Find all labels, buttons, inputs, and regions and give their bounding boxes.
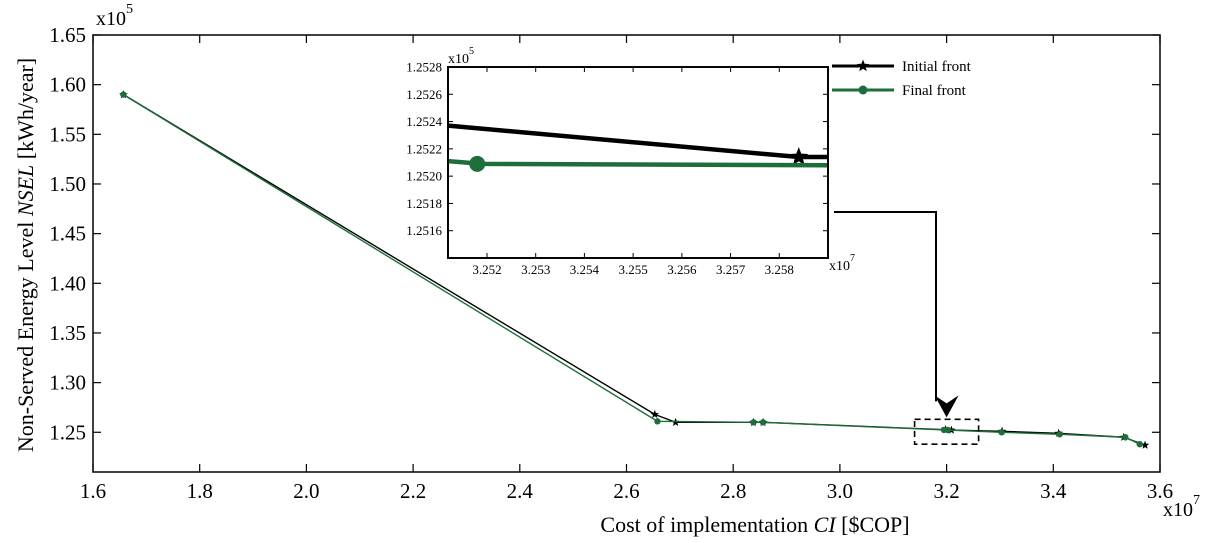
final-front-point <box>654 418 661 425</box>
inset-y-multiplier-exp: 5 <box>469 46 474 57</box>
y-multiplier: x105 <box>96 2 133 30</box>
inset-y-tick-label: 1.2526 <box>406 87 442 102</box>
x-tick-label: 2.2 <box>400 479 426 503</box>
initial-front-point <box>650 409 660 419</box>
x-tick-label: 3.2 <box>933 479 959 503</box>
inset-y-multiplier-base: x10 <box>448 52 469 67</box>
inset-final-point <box>469 155 486 172</box>
inset-x-tick-label: 3.258 <box>765 262 794 277</box>
x-multiplier-base: x10 <box>1163 499 1193 521</box>
y-tick-label: 1.45 <box>49 222 86 246</box>
inset-y-tick-label: 1.2516 <box>406 223 442 238</box>
x-tick-label: 3.4 <box>1040 479 1067 503</box>
inset-series <box>448 123 828 172</box>
x-tick-label: 1.6 <box>80 479 106 503</box>
x-axis-label-unit: [$COP] <box>836 512 910 537</box>
inset-y-tick-label: 1.2528 <box>406 60 442 75</box>
x-tick-label: 2.4 <box>507 479 534 503</box>
y-tick-label: 1.30 <box>49 371 86 395</box>
y-multiplier-exp: 5 <box>126 2 133 17</box>
x-axis-label-text: Cost of implementation <box>600 512 813 537</box>
x-multiplier: x107 <box>1163 493 1200 521</box>
inset-y-tick-label: 1.2518 <box>406 196 442 211</box>
x-tick-label: 2.6 <box>613 479 639 503</box>
inset-x-tick-label: 3.256 <box>667 262 697 277</box>
inset-initial-point <box>789 147 809 166</box>
x-tick-label: 2.0 <box>293 479 319 503</box>
inset-x-tick-label: 3.253 <box>521 262 550 277</box>
inset-x-tick-label: 3.255 <box>619 262 648 277</box>
final-front-point <box>944 426 951 434</box>
x-tick-label: 3.6 <box>1147 479 1173 503</box>
legend-circle-marker <box>858 85 868 95</box>
y-axis-label-text: Non-Served Energy Level <box>13 216 38 452</box>
y-tick-label: 1.35 <box>49 321 86 345</box>
inset-y-tick-label: 1.2520 <box>406 169 442 184</box>
legend-label: Initial front <box>902 59 972 75</box>
y-tick-label: 1.40 <box>49 271 86 295</box>
final-front-point <box>1122 434 1129 441</box>
initial-front-point <box>1140 440 1150 449</box>
final-front-point <box>998 429 1005 436</box>
final-front-point <box>750 419 757 426</box>
inset-y-tick-label: 1.2524 <box>406 114 442 129</box>
zoom-region-box <box>913 418 980 445</box>
x-multiplier-exp: 7 <box>1193 493 1200 508</box>
inset-frame-top <box>447 66 829 259</box>
final-front-point <box>1136 440 1143 448</box>
y-tick-label: 1.60 <box>49 73 86 97</box>
inset-y-multiplier: x105 <box>448 46 474 67</box>
x-tick-label: 3.0 <box>827 479 853 503</box>
y-tick-label: 1.50 <box>49 172 86 196</box>
x-tick-label: 2.8 <box>720 479 746 503</box>
zoom-connector-arrowhead <box>934 395 959 418</box>
y-tick-label: 1.65 <box>49 23 86 47</box>
y-tick-label: 1.25 <box>49 420 86 444</box>
inset-x-tick-label: 3.252 <box>472 262 501 277</box>
y-axis-label: Non-Served Energy Level NSEL [kWh/year] <box>13 58 38 452</box>
y-axis-label-italic: NSEL <box>13 165 38 217</box>
inset-y-tick-label: 1.2522 <box>406 141 442 156</box>
inset-x-multiplier-base: x10 <box>829 259 850 274</box>
final-front-point <box>759 419 767 426</box>
y-axis-label-unit: [kWh/year] <box>13 58 38 165</box>
legend-star-marker <box>856 59 870 72</box>
inset-x-multiplier-exp: 7 <box>850 253 855 264</box>
inset-x-tick-label: 3.254 <box>570 262 600 277</box>
legend-label: Final front <box>902 83 967 99</box>
zoom-connector-line <box>834 211 937 402</box>
x-axis-label-italic: CI <box>814 512 838 537</box>
x-tick-label: 1.8 <box>187 479 213 503</box>
inset-x-tick-label: 3.257 <box>716 262 746 277</box>
inset-x-multiplier: x107 <box>829 253 855 274</box>
y-tick-label: 1.55 <box>49 122 86 146</box>
final-front-point <box>120 91 127 98</box>
y-multiplier-base: x10 <box>96 8 126 30</box>
final-front-point <box>1056 431 1063 438</box>
x-axis-label: Cost of implementation CI [$COP] <box>600 512 909 537</box>
